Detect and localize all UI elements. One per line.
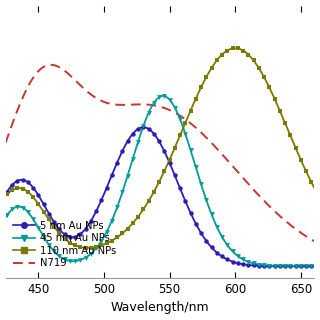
Legend: 5 nm Au NPs, 45 nm Au NPs, 110 nm Au NPs, N719: 5 nm Au NPs, 45 nm Au NPs, 110 nm Au NPs… xyxy=(11,219,118,270)
X-axis label: Wavelength/nm: Wavelength/nm xyxy=(110,301,209,315)
